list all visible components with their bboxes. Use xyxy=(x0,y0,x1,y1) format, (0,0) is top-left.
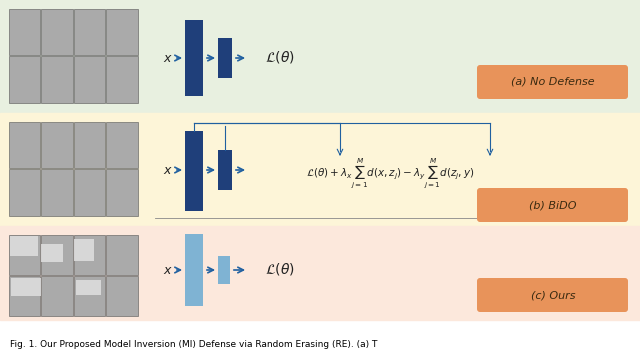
FancyBboxPatch shape xyxy=(477,278,628,312)
Bar xyxy=(41,121,72,168)
Bar xyxy=(74,121,105,168)
Bar xyxy=(0,113,640,226)
Bar xyxy=(185,131,203,211)
Bar xyxy=(8,121,40,168)
Bar xyxy=(8,234,40,275)
Bar xyxy=(0,226,640,320)
Bar xyxy=(218,150,232,190)
Bar xyxy=(106,9,138,55)
Bar xyxy=(74,239,94,261)
Bar xyxy=(218,38,232,78)
Text: $x$: $x$ xyxy=(163,52,173,64)
Bar xyxy=(106,276,138,315)
Bar xyxy=(8,56,40,102)
Text: Fig. 1. Our Proposed Model Inversion (MI) Defense via Random Erasing (RE). (a) T: Fig. 1. Our Proposed Model Inversion (MI… xyxy=(10,340,378,349)
Text: $\mathcal{L}(\theta)+\lambda_x\sum_{j=1}^{M}d(x,z_j)-\lambda_y\sum_{j=1}^{M}d(z_: $\mathcal{L}(\theta)+\lambda_x\sum_{j=1}… xyxy=(306,156,474,190)
Bar xyxy=(74,56,105,102)
Bar xyxy=(74,9,105,55)
Bar xyxy=(41,244,63,262)
Bar xyxy=(106,56,138,102)
Bar xyxy=(74,234,105,275)
Bar xyxy=(74,169,105,216)
Bar xyxy=(0,0,640,113)
Bar xyxy=(185,234,203,306)
Bar xyxy=(185,20,203,96)
Text: (a) No Defense: (a) No Defense xyxy=(511,77,595,87)
FancyBboxPatch shape xyxy=(477,65,628,99)
Bar xyxy=(8,276,40,315)
Bar xyxy=(106,234,138,275)
Bar xyxy=(106,121,138,168)
Bar xyxy=(10,236,38,256)
Text: $\mathcal{L}(\theta)$: $\mathcal{L}(\theta)$ xyxy=(265,49,295,65)
Bar xyxy=(41,276,72,315)
Text: $x$: $x$ xyxy=(163,263,173,276)
Bar xyxy=(8,9,40,55)
Bar xyxy=(218,256,230,284)
Bar xyxy=(41,169,72,216)
Text: $\mathcal{L}(\theta)$: $\mathcal{L}(\theta)$ xyxy=(265,261,295,277)
Text: (b) BiDO: (b) BiDO xyxy=(529,200,577,210)
Bar xyxy=(74,276,105,315)
Bar xyxy=(8,169,40,216)
Bar xyxy=(11,278,41,296)
Bar xyxy=(41,234,72,275)
FancyBboxPatch shape xyxy=(477,188,628,222)
Bar xyxy=(76,280,101,295)
Text: (c) Ours: (c) Ours xyxy=(531,290,575,300)
Bar xyxy=(106,169,138,216)
Text: $x$: $x$ xyxy=(163,164,173,176)
Bar xyxy=(41,9,72,55)
Bar xyxy=(41,56,72,102)
